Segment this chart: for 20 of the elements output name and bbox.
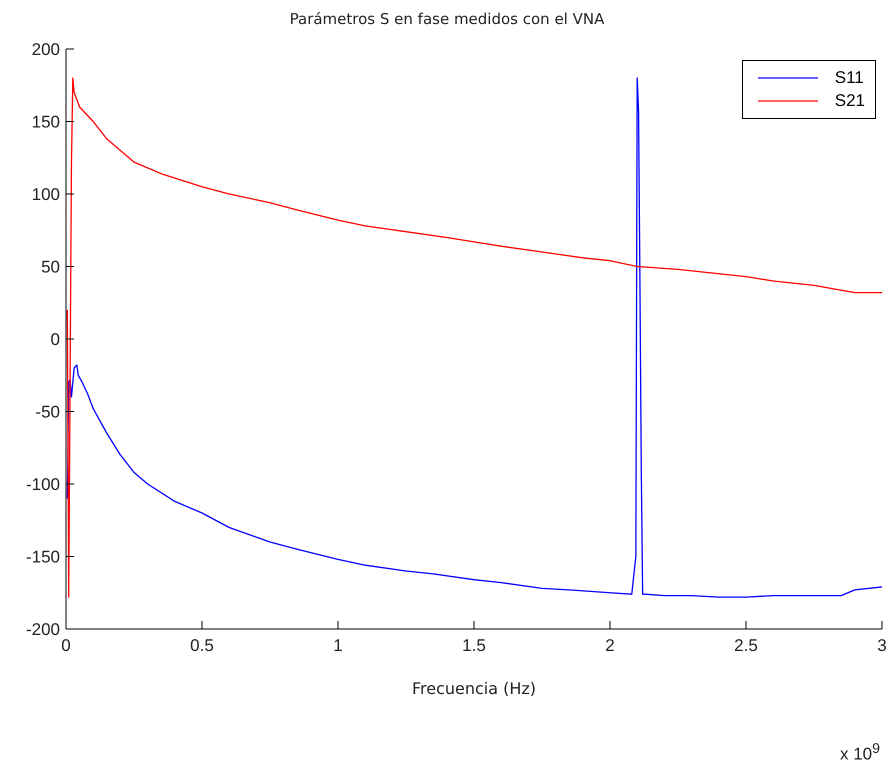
x-tick-label: 2 (605, 636, 615, 656)
legend-label: S21 (834, 91, 865, 111)
y-tick-label: 100 (32, 185, 60, 204)
y-tick-label: -50 (35, 402, 60, 422)
x-tick-label: 2.5 (734, 636, 758, 656)
y-tick-label: 0 (50, 330, 60, 350)
x-tick-label: 0.5 (190, 636, 214, 656)
y-tick-label: -150 (26, 548, 60, 567)
y-tick-label: 150 (32, 112, 60, 132)
text: x 10$^{9}$ (840, 741, 880, 764)
legend-label: S11 (834, 68, 864, 88)
x-tick-label: 1.5 (462, 636, 486, 656)
y-tick-label: 200 (32, 40, 60, 60)
x-tick-label: 1 (333, 636, 343, 656)
y-tick-label: -200 (26, 620, 60, 640)
chart-title: Parámetros S en fase medidos con el VNA (288, 10, 606, 28)
y-tick-label: -100 (26, 475, 60, 494)
x-axis-title: Frecuencia (Hz) (412, 679, 536, 698)
y-tick-label: 50 (41, 258, 60, 277)
x-tick-label: 3 (877, 636, 887, 656)
